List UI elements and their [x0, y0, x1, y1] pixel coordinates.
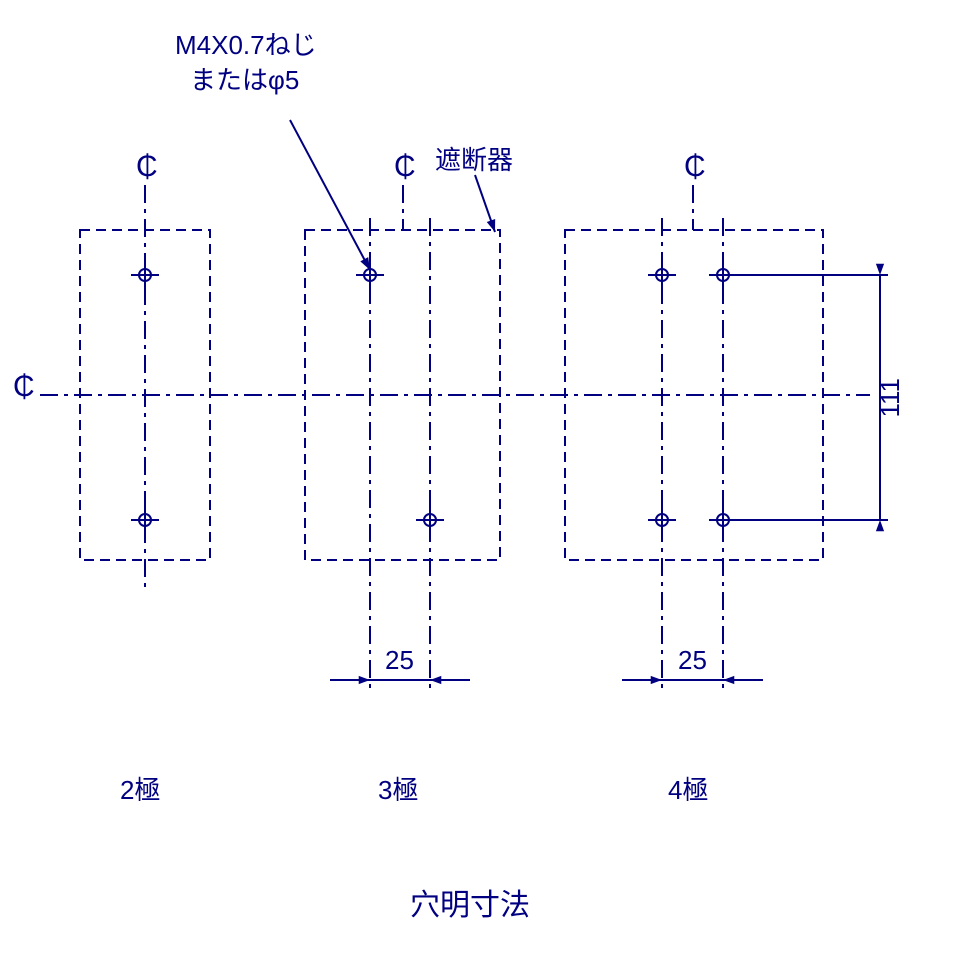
breaker-label: 遮断器: [435, 140, 513, 177]
pole3-label: 3極: [378, 770, 418, 807]
annot-line2: またはφ5: [190, 60, 299, 97]
dim-25-p4: 25: [678, 645, 707, 676]
cl-symbol-left: ₵: [13, 370, 35, 404]
cl-symbol-p4: ₵: [684, 150, 706, 184]
pole2-label: 2極: [120, 770, 160, 807]
annot-line1: M4X0.7ねじ: [175, 25, 317, 62]
pole4-label: 4極: [668, 770, 708, 807]
dim-25-p3: 25: [385, 645, 414, 676]
cl-symbol-p3: ₵: [394, 150, 416, 184]
cl-symbol-p2: ₵: [136, 150, 158, 184]
title: 穴明寸法: [410, 880, 530, 924]
dim-111: 111: [875, 378, 906, 418]
